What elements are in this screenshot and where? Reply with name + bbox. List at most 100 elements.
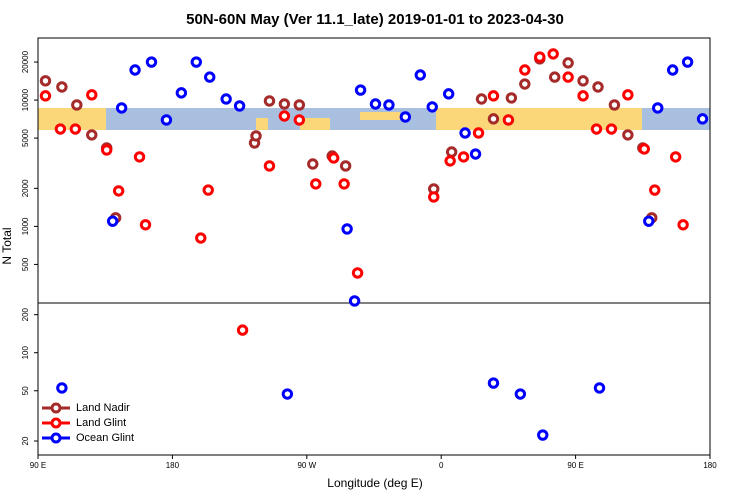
point [341, 223, 353, 235]
point [190, 56, 202, 68]
point [86, 129, 98, 141]
point [220, 93, 232, 105]
point [56, 382, 68, 394]
point [293, 99, 306, 111]
point [399, 111, 412, 123]
y-axis-label: N Total [0, 227, 14, 264]
x-tick-label: 90 E [567, 461, 583, 470]
point [56, 81, 68, 93]
point [577, 75, 589, 87]
point [351, 267, 364, 279]
point [115, 102, 128, 114]
point [160, 114, 173, 126]
point [348, 295, 361, 307]
point [100, 144, 113, 156]
point [145, 56, 158, 68]
point [133, 151, 146, 163]
point [233, 100, 246, 112]
x-axis-label: Longitude (deg E) [327, 476, 422, 490]
point [487, 113, 500, 125]
x-tick-label: 90 W [297, 461, 316, 470]
point [649, 184, 661, 196]
map-band [38, 108, 710, 130]
point [487, 377, 500, 389]
point [281, 388, 294, 400]
point [593, 382, 606, 394]
point [577, 90, 589, 102]
point [457, 151, 470, 163]
point [442, 88, 455, 100]
point [608, 99, 621, 111]
land-patch [300, 118, 330, 130]
point [669, 151, 682, 163]
point [414, 69, 426, 81]
point [338, 178, 350, 190]
legend-label: Ocean Glint [76, 432, 134, 444]
point [638, 143, 650, 155]
y-tick-label: 500 [21, 257, 30, 271]
point [278, 110, 291, 122]
y-tick-label: 20000 [21, 50, 30, 73]
x-tick-label: 180 [166, 461, 180, 470]
point [139, 219, 152, 231]
point [534, 51, 546, 63]
point [590, 123, 603, 135]
point [605, 123, 618, 135]
point [71, 99, 83, 111]
point [112, 185, 125, 197]
point [519, 64, 531, 76]
point [354, 84, 367, 96]
legend-marker [50, 432, 62, 444]
y-tick-label: 2000 [21, 179, 30, 197]
point [293, 114, 306, 126]
point [652, 102, 664, 114]
x-tick-label: 90 E [30, 461, 46, 470]
point [562, 57, 574, 69]
point [592, 81, 604, 93]
x-tick-label: 0 [439, 461, 444, 470]
land-patch [360, 112, 400, 120]
legend-marker [50, 417, 62, 429]
point [475, 93, 488, 105]
point [469, 148, 482, 160]
plot-frame [37, 37, 711, 456]
point [459, 127, 471, 139]
point [622, 129, 634, 141]
point [129, 64, 141, 76]
point [263, 160, 276, 172]
point [677, 219, 689, 231]
point [426, 101, 438, 113]
point [202, 184, 214, 196]
point [310, 178, 322, 190]
point [502, 114, 515, 126]
point [519, 78, 531, 90]
point [250, 130, 262, 142]
point [339, 160, 352, 172]
point [472, 127, 485, 139]
point [86, 89, 98, 101]
point [548, 71, 561, 83]
point [428, 191, 440, 203]
point [547, 48, 559, 60]
point [263, 95, 276, 107]
point [666, 64, 679, 76]
point [514, 388, 527, 400]
point [39, 90, 52, 102]
legend-label: Land Nadir [76, 402, 130, 414]
y-tick-label: 50 [21, 386, 30, 395]
ocean-band [268, 108, 436, 130]
point [195, 232, 207, 244]
point [444, 155, 456, 167]
point [505, 92, 518, 104]
point [487, 90, 500, 102]
point [445, 146, 458, 158]
point [278, 98, 291, 110]
ocean-band [106, 108, 256, 130]
legend-label: Land Glint [76, 417, 126, 429]
y-tick-label: 10000 [21, 88, 30, 111]
point [39, 75, 52, 87]
point [327, 152, 340, 164]
chart-title: 50N-60N May (Ver 11.1_late) 2019-01-01 t… [186, 11, 564, 28]
point [106, 215, 119, 227]
